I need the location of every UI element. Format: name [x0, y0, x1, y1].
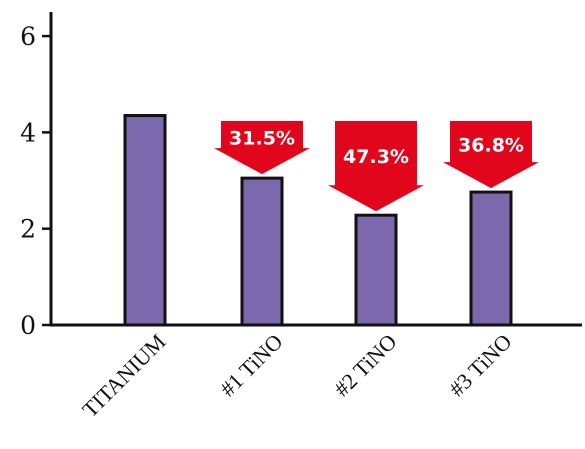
y-tick-label: 6 — [20, 22, 36, 51]
y-tick-label: 2 — [20, 215, 36, 244]
down-arrow-annotation — [214, 121, 310, 175]
down-arrow-annotation — [443, 121, 539, 189]
bar — [469, 190, 513, 327]
chart-category-labels: TITANIUM #1 TiNO #2 TiNO #3 TiNO — [77, 329, 516, 422]
bar — [123, 114, 167, 327]
chart-annotations: 31.5% 47.3% 36.8% — [214, 121, 539, 212]
x-tick-label: TITANIUM — [77, 329, 170, 422]
down-arrow-annotation — [328, 121, 424, 212]
annotation-label: 31.5% — [229, 128, 295, 150]
chart-bars — [123, 114, 513, 327]
x-tick-label: #3 TiNO — [444, 329, 517, 402]
annotation-label: 47.3% — [343, 146, 409, 168]
y-tick-label: 0 — [20, 311, 36, 340]
bar — [240, 176, 284, 327]
x-tick-label: #2 TiNO — [329, 329, 402, 402]
x-tick-label: #1 TiNO — [215, 329, 288, 402]
y-tick-label: 4 — [20, 118, 36, 147]
bar — [354, 213, 398, 327]
annotation-label: 36.8% — [458, 135, 524, 157]
